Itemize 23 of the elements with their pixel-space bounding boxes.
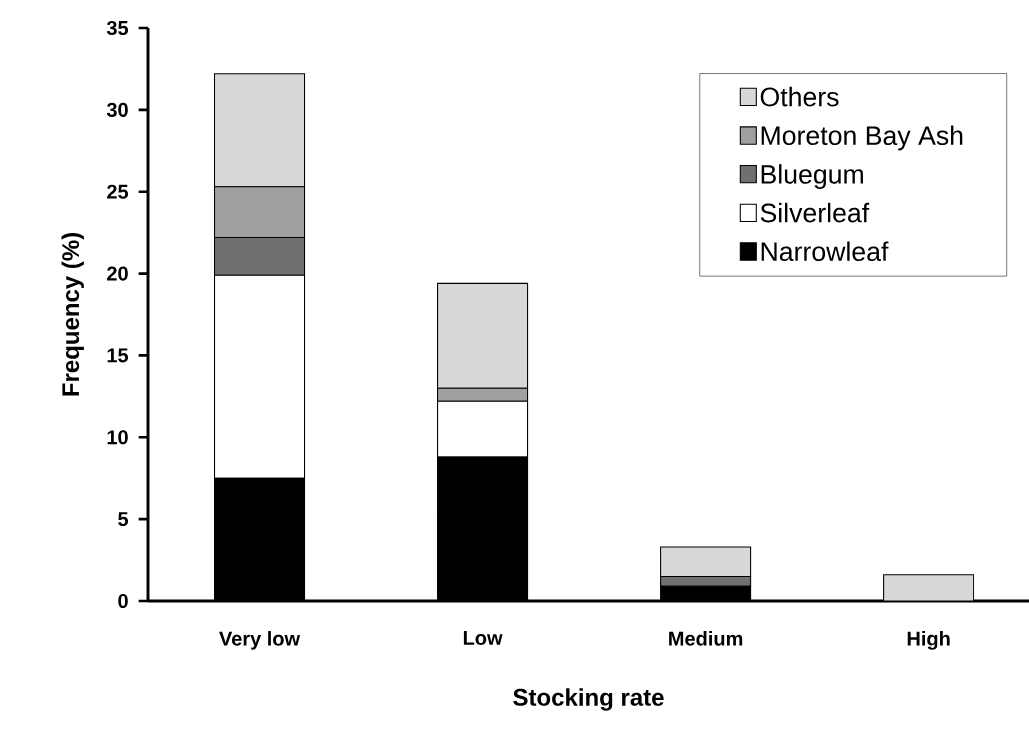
bar [437, 282, 529, 389]
legend-label: Silverleaf [760, 202, 870, 223]
bar [883, 574, 975, 601]
legend-label: Moreton Bay Ash [761, 125, 963, 151]
y-tick-label: 35 [106, 20, 129, 36]
y-tick-label: 5 [118, 512, 129, 527]
x-tick-label: Medium [669, 631, 743, 646]
bar [213, 73, 306, 188]
y-axis-title: Frequency (%) [61, 233, 84, 396]
y-tick-label: 15 [107, 348, 129, 363]
x-tick-label: Very low [219, 631, 301, 650]
x-axis-title: Stocking rate [513, 688, 664, 711]
legend-label: Bluegum [761, 164, 863, 190]
legend-label: Narrowleaf [761, 241, 889, 262]
y-tick-label: 10 [107, 430, 128, 445]
y-tick-label: 30 [106, 102, 128, 117]
x-tick-label: Low [463, 631, 503, 645]
legend-label: Others [760, 86, 839, 107]
y-tick-label: 0 [118, 593, 128, 609]
x-tick-label: High [907, 631, 950, 650]
y-tick-label: 25 [107, 184, 129, 199]
bar [660, 546, 752, 577]
y-tick-label: 20 [107, 266, 128, 281]
